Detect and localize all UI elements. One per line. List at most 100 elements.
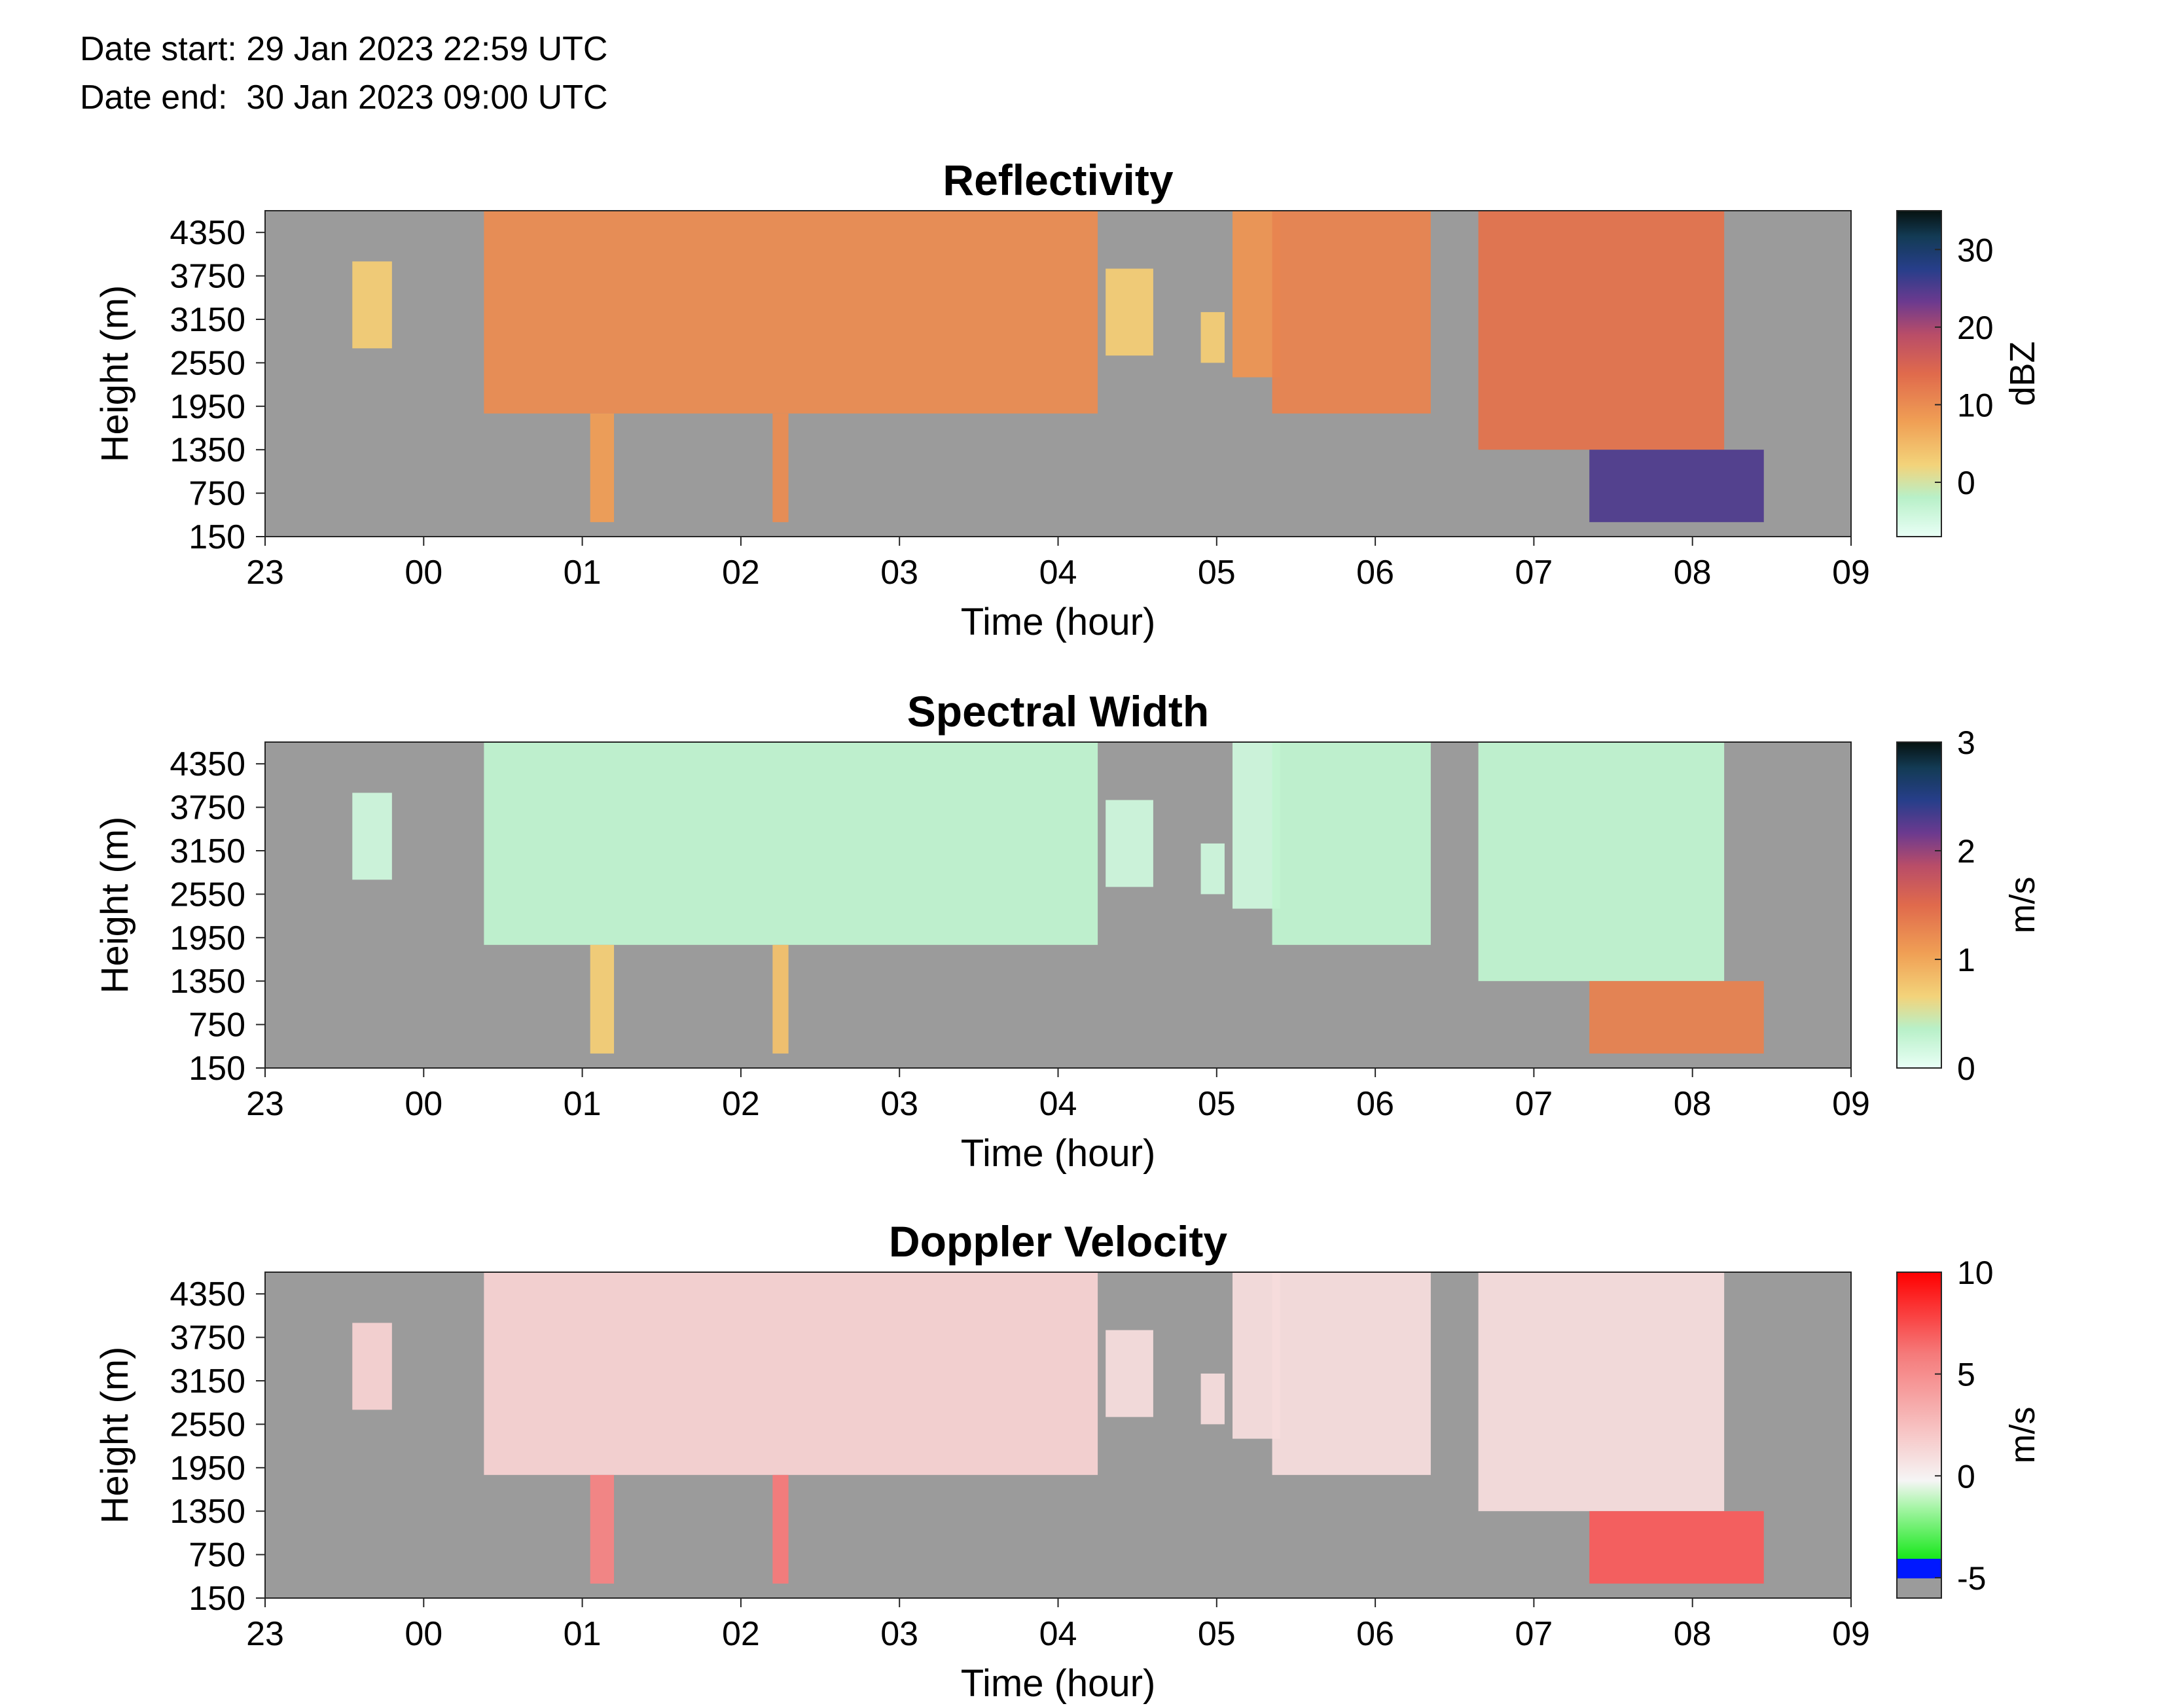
cloud-cell [484, 742, 1098, 945]
y-tick-label: 1950 [170, 919, 245, 957]
cloud-cell [352, 1323, 392, 1410]
x-tick-label: 04 [1039, 1615, 1077, 1653]
colorbar-tick-label: 2 [1957, 833, 1975, 870]
x-tick-label: 05 [1198, 554, 1236, 592]
y-tick-label: 1950 [170, 388, 245, 426]
x-tick-label: 09 [1832, 1085, 1870, 1123]
y-tick-label: 1350 [170, 431, 245, 469]
colorbar-tick-label: 20 [1957, 310, 1994, 346]
cloud-cell [590, 1474, 615, 1584]
x-tick-label: 00 [405, 554, 442, 592]
y-tick-label: 750 [189, 1006, 245, 1044]
x-tick-label: 01 [564, 1085, 602, 1123]
x-tick-label: 03 [880, 1085, 918, 1123]
y-tick-label: 750 [189, 475, 245, 513]
x-tick-label: 02 [722, 554, 760, 592]
x-tick-label: 03 [880, 1615, 918, 1653]
cloud-cell [1272, 742, 1431, 945]
colorbar-tick-label: 1 [1957, 942, 1975, 978]
x-tick-label: 04 [1039, 1085, 1077, 1123]
date-header: Date start: 29 Jan 2023 22:59 UTC Date e… [80, 25, 608, 122]
date-end-text: Date end: 30 Jan 2023 09:00 UTC [80, 79, 608, 116]
x-tick-label: 07 [1515, 1085, 1553, 1123]
y-tick-label: 3150 [170, 832, 245, 870]
y-tick-label: 4350 [170, 214, 245, 252]
date-start-text: Date start: 29 Jan 2023 22:59 UTC [80, 30, 608, 68]
x-tick-label: 06 [1356, 554, 1394, 592]
x-tick-label: 02 [722, 1615, 760, 1653]
x-tick-label: 08 [1674, 1615, 1712, 1653]
colorbar [1896, 741, 1942, 1069]
y-tick-label: 3150 [170, 1362, 245, 1400]
cloud-cell [1200, 843, 1225, 895]
y-tick-label: 3150 [170, 301, 245, 339]
colorbar [1896, 1272, 1942, 1599]
y-tick-label: 150 [189, 1050, 245, 1088]
x-tick-label: 02 [722, 1085, 760, 1123]
chart-title: Spectral Width [907, 687, 1209, 736]
colorbar-tick-label: -5 [1957, 1560, 1986, 1597]
x-tick-label: 23 [246, 1615, 284, 1653]
cloud-cell [484, 211, 1098, 414]
cloud-cell [590, 413, 615, 522]
x-tick-label: 00 [405, 1615, 442, 1653]
cloud-cell [1106, 268, 1153, 356]
y-axis-label: Height (m) [94, 1347, 136, 1524]
y-tick-label: 3750 [170, 1319, 245, 1357]
panel-reflectivity: Reflectivity 23 00 01 02 03 04 05 06 07 08 09 Time (… [94, 156, 2042, 643]
cloud-cell [1200, 311, 1225, 363]
cloud-cell [772, 944, 789, 1054]
x-tick-label: 23 [246, 1085, 284, 1123]
x-tick-label: 03 [880, 554, 918, 592]
x-tick-label: 08 [1674, 1085, 1712, 1123]
cloud-cell [1106, 800, 1153, 887]
y-tick-label: 1950 [170, 1450, 245, 1487]
x-tick-label: 07 [1515, 554, 1553, 592]
colorbar-tick-label: 30 [1957, 232, 1994, 268]
cloud-cell [352, 792, 392, 880]
colorbar-tick-label: 10 [1957, 387, 1994, 423]
x-tick-label: 05 [1198, 1085, 1236, 1123]
y-tick-label: 2550 [170, 1406, 245, 1444]
chart-title: Reflectivity [943, 156, 1173, 204]
cloud-cell [352, 261, 392, 349]
x-tick-label: 06 [1356, 1615, 1394, 1653]
cloud-cell [1272, 1272, 1431, 1475]
cloud-cell [1589, 981, 1764, 1054]
x-tick-label: 01 [564, 554, 602, 592]
y-tick-label: 3750 [170, 258, 245, 296]
x-tick-label: 08 [1674, 554, 1712, 592]
x-tick-label: 05 [1198, 1615, 1236, 1653]
colorbar-tick-label: 3 [1957, 724, 1975, 761]
x-axis-label: Time (hour) [961, 1132, 1156, 1175]
colorbar-tick-label: 0 [1957, 465, 1975, 501]
x-tick-label: 01 [564, 1615, 602, 1653]
y-tick-label: 150 [189, 518, 245, 556]
cloud-cell [1589, 450, 1764, 522]
colorbar-tick-label: 10 [1957, 1254, 1994, 1291]
cloud-cell [1478, 742, 1725, 982]
y-tick-label: 2550 [170, 344, 245, 382]
chart-title: Doppler Velocity [889, 1217, 1227, 1266]
x-tick-label: 23 [246, 554, 284, 592]
x-tick-label: 09 [1832, 554, 1870, 592]
x-axis-label: Time (hour) [961, 601, 1156, 643]
x-tick-label: 06 [1356, 1085, 1394, 1123]
y-axis-label: Height (m) [94, 285, 136, 463]
colorbar-label: dBZ [2003, 341, 2042, 406]
y-tick-label: 4350 [170, 745, 245, 783]
cloud-cell [772, 1474, 789, 1584]
y-tick-label: 150 [189, 1580, 245, 1618]
colorbar-tick-label: 0 [1957, 1050, 1975, 1087]
x-tick-label: 09 [1832, 1615, 1870, 1653]
cloud-cell [1589, 1511, 1764, 1584]
colorbar [1896, 210, 1942, 537]
cloud-cell [1106, 1330, 1153, 1417]
colorbar-label: m/s [2003, 877, 2042, 934]
y-tick-label: 750 [189, 1537, 245, 1575]
colorbar-tick-label: 0 [1957, 1458, 1975, 1495]
x-tick-label: 07 [1515, 1615, 1553, 1653]
